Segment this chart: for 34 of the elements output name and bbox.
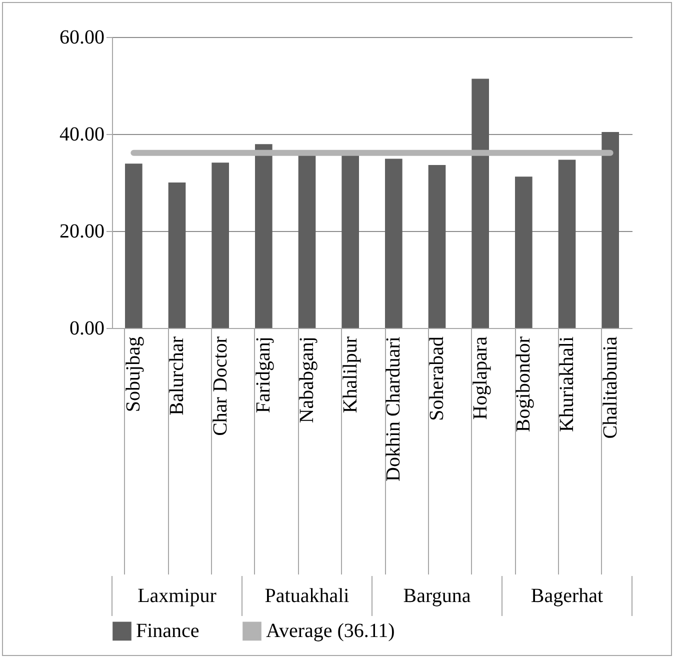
y-tick-label: 0.00 (70, 318, 104, 340)
y-tick-label: 40.00 (60, 124, 104, 146)
bar (125, 164, 142, 328)
text: Patuakhali (264, 585, 350, 607)
bar (168, 182, 186, 328)
bar (212, 162, 229, 328)
x-tick-label: Khalilpur (339, 336, 362, 414)
text: Barguna (403, 585, 471, 607)
text: Laxmipur (138, 585, 217, 607)
y-tick-label: 20.00 (60, 220, 104, 242)
bar (298, 154, 316, 328)
x-tick-label: Balurchar (166, 336, 188, 416)
x-tick-label: Char Doctor (209, 336, 232, 436)
x-tick-label: Hoglapara (469, 336, 492, 420)
x-tick-label: Chalitabunia (599, 336, 622, 439)
x-tick-label: Faridganj (252, 336, 275, 414)
x-tick-label: Sobujbag (122, 336, 145, 412)
y-tick-label: 60.00 (60, 26, 104, 48)
bar (602, 132, 619, 328)
bar (428, 165, 446, 328)
bar (472, 78, 489, 328)
bar (515, 176, 532, 328)
x-tick-label: Soherabad (426, 336, 448, 421)
bar (558, 160, 576, 328)
x-tick-label: Bogibondor (512, 336, 535, 432)
x-tick-label: Dokhin Charduari (382, 336, 405, 482)
x-tick-label: Nababganj (296, 336, 318, 424)
legend-label: Finance (136, 620, 200, 642)
bar (385, 158, 402, 328)
x-tick-label: Khuriakhali (556, 336, 578, 432)
bar (342, 154, 359, 328)
legend-label: Average (36.11) (266, 620, 395, 642)
bar (255, 144, 272, 328)
text: Bagerhat (530, 585, 604, 607)
